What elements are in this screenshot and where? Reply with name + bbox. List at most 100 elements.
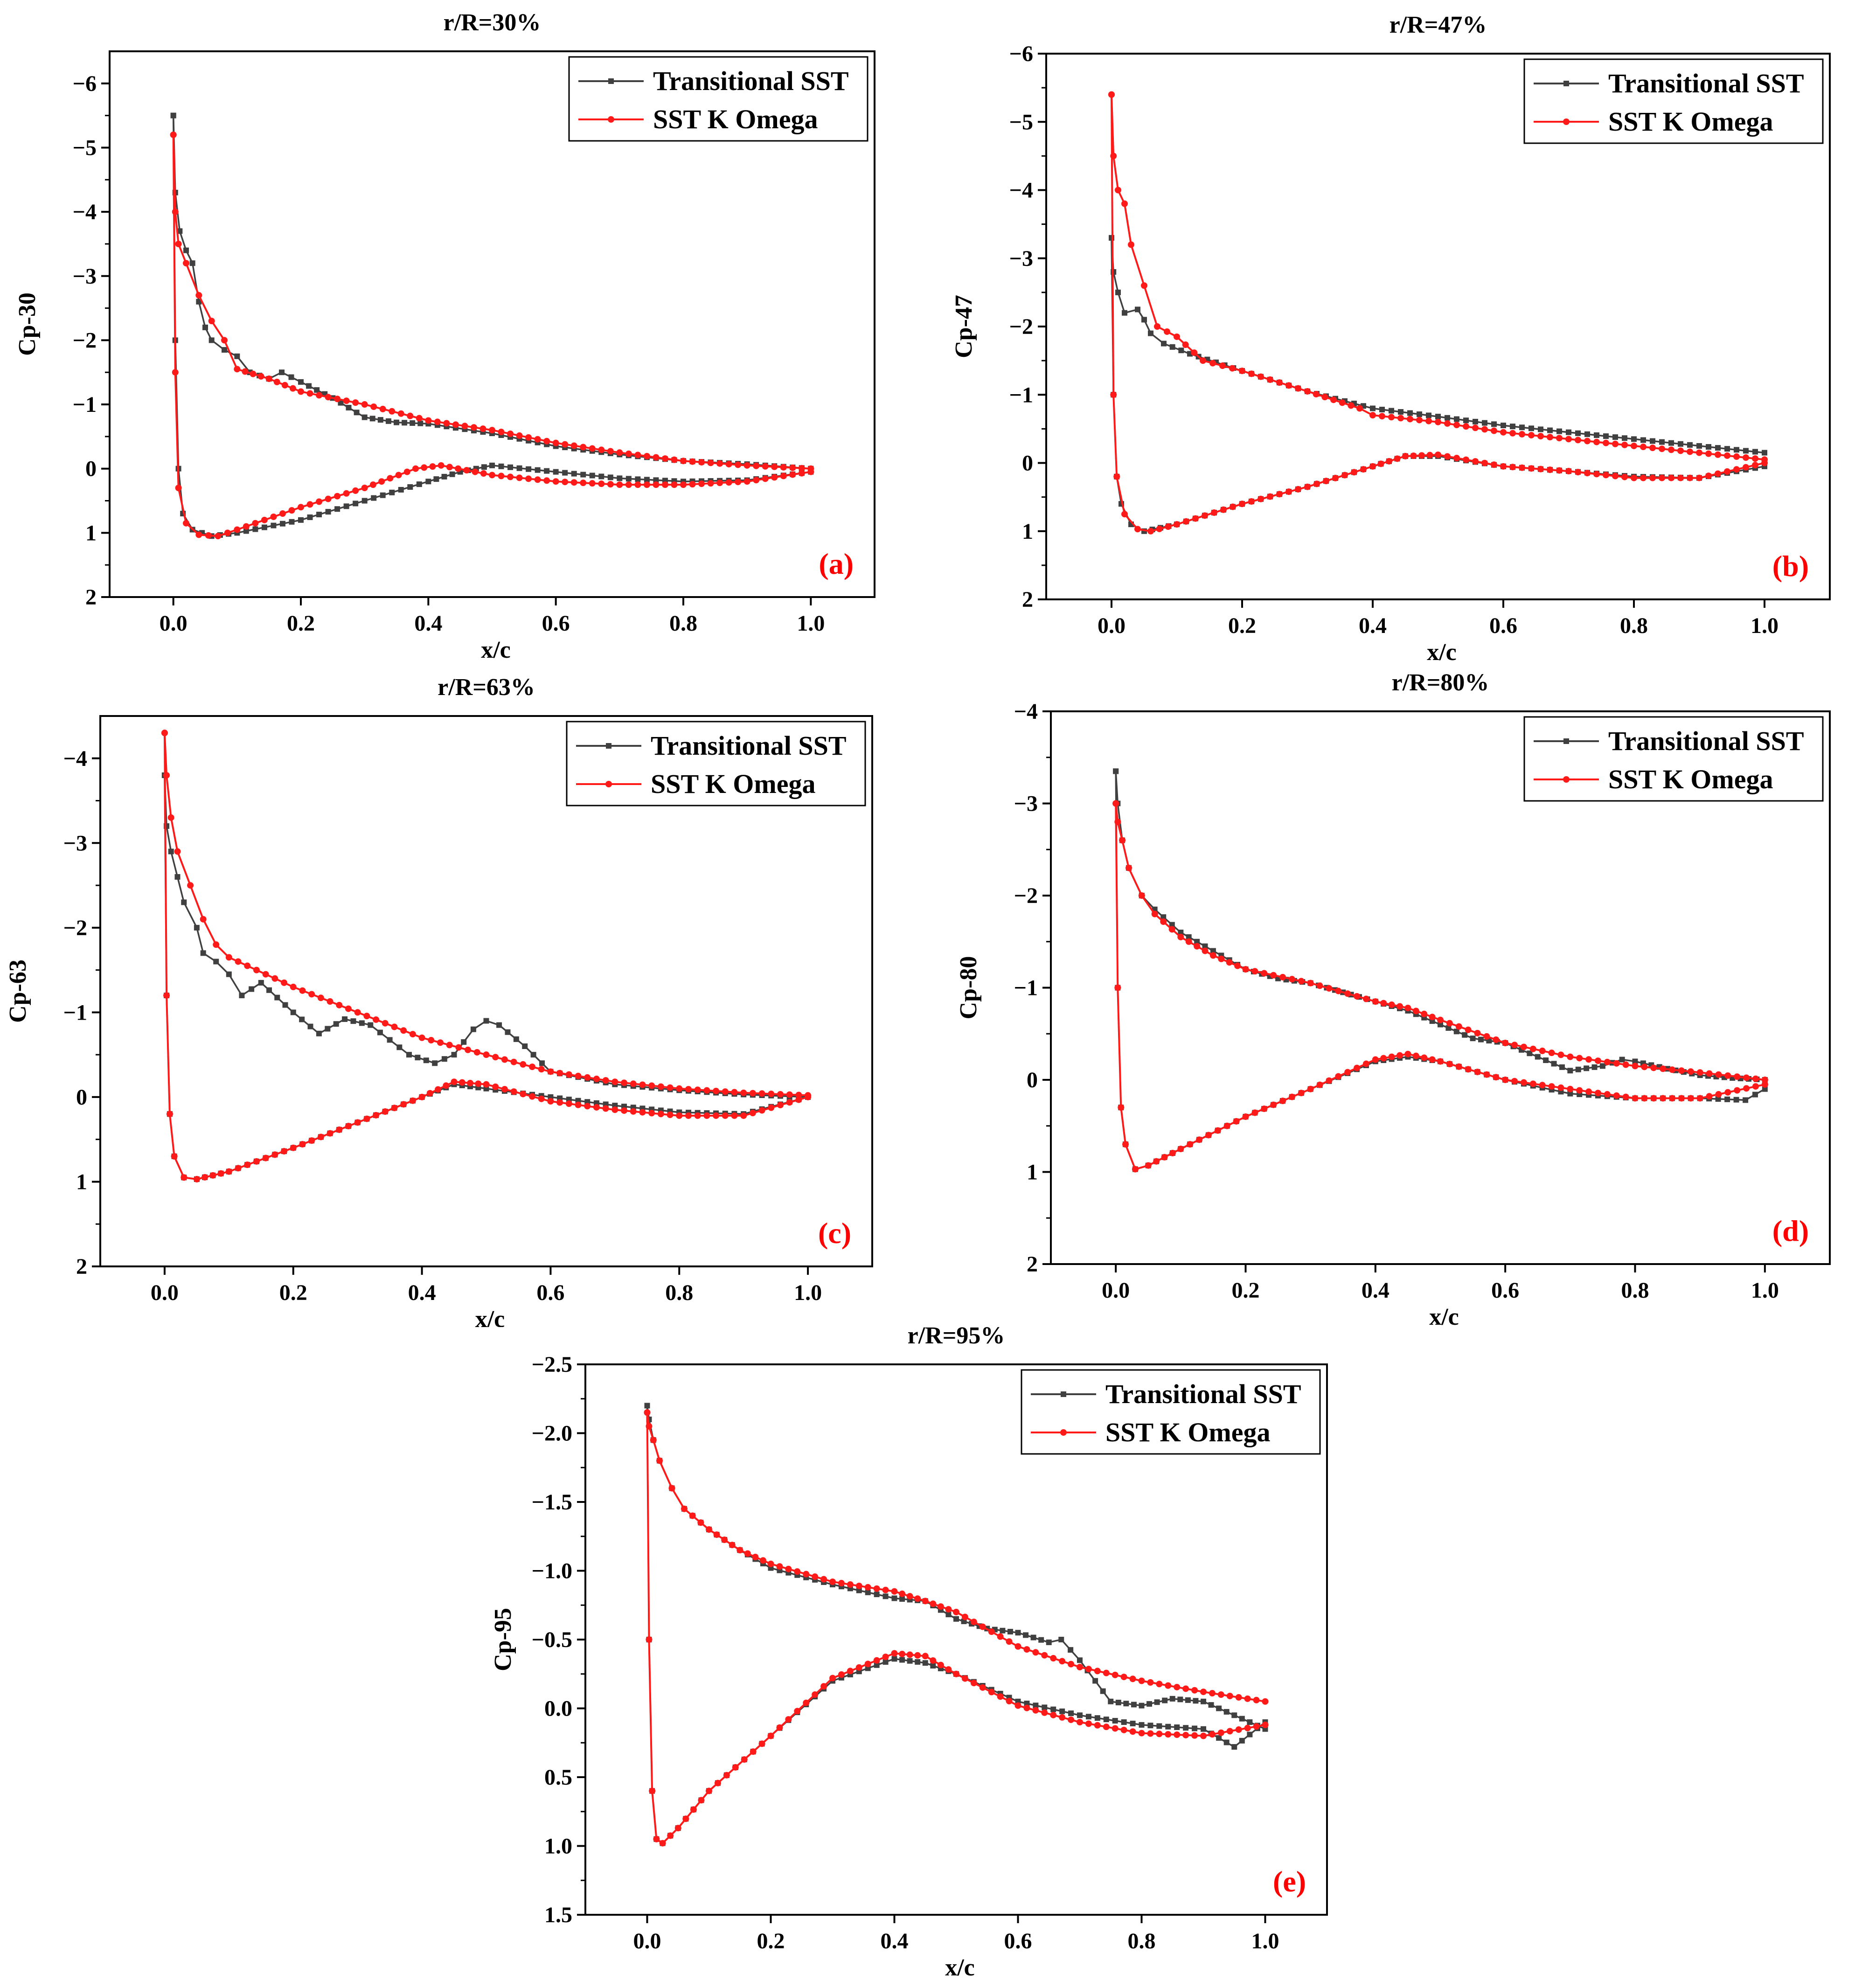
data-point bbox=[1210, 948, 1216, 954]
data-point bbox=[1165, 1724, 1171, 1730]
data-point bbox=[1481, 459, 1488, 466]
data-point bbox=[181, 899, 187, 905]
data-point bbox=[407, 484, 413, 490]
data-point bbox=[417, 420, 424, 426]
data-point bbox=[584, 1074, 591, 1081]
data-point bbox=[1068, 1661, 1075, 1668]
data-point bbox=[299, 987, 306, 994]
data-point bbox=[1706, 1093, 1713, 1100]
data-point bbox=[325, 509, 331, 515]
data-point bbox=[333, 1021, 339, 1027]
data-point bbox=[501, 1056, 508, 1063]
data-point bbox=[371, 495, 377, 501]
data-point bbox=[1483, 1033, 1490, 1040]
data-point bbox=[714, 1779, 721, 1786]
data-point bbox=[1209, 952, 1216, 959]
data-point bbox=[653, 481, 660, 488]
x-tick-label: 0.6 bbox=[536, 1280, 564, 1305]
data-point bbox=[400, 1101, 407, 1108]
data-point bbox=[441, 1056, 447, 1062]
data-point bbox=[945, 1606, 952, 1613]
data-point bbox=[543, 438, 550, 445]
data-point bbox=[1231, 1712, 1237, 1718]
data-point bbox=[689, 1512, 696, 1519]
data-point bbox=[1156, 1723, 1162, 1729]
data-point bbox=[1752, 455, 1758, 462]
data-point bbox=[1519, 464, 1525, 471]
data-point bbox=[1463, 423, 1469, 430]
data-point bbox=[698, 459, 705, 466]
data-point bbox=[343, 397, 350, 404]
data-point bbox=[1226, 959, 1233, 966]
data-point bbox=[1752, 449, 1758, 455]
data-point bbox=[1520, 1043, 1527, 1050]
data-point bbox=[1435, 451, 1441, 458]
y-tick-label: 2 bbox=[1022, 587, 1033, 612]
data-point bbox=[459, 1079, 465, 1086]
y-tick-label: −5 bbox=[73, 135, 97, 160]
data-point bbox=[1537, 466, 1544, 473]
data-point bbox=[1295, 385, 1301, 392]
data-point bbox=[681, 1505, 688, 1512]
data-point bbox=[1178, 348, 1184, 354]
data-point bbox=[689, 458, 696, 465]
data-point bbox=[299, 1016, 305, 1022]
data-point bbox=[279, 510, 286, 517]
data-point bbox=[1138, 1730, 1145, 1737]
data-point bbox=[1396, 1052, 1403, 1059]
data-point bbox=[906, 1593, 913, 1600]
x-tick-label: 0.8 bbox=[1621, 1278, 1649, 1303]
data-point bbox=[736, 1547, 743, 1554]
data-point bbox=[361, 401, 368, 408]
x-axis-label: x/c bbox=[481, 637, 511, 663]
y-axis-label: Cp-30 bbox=[14, 292, 41, 356]
data-point bbox=[253, 1158, 260, 1165]
data-point bbox=[1138, 892, 1145, 899]
data-point bbox=[1613, 1092, 1620, 1099]
data-point bbox=[1396, 1003, 1403, 1010]
data-point bbox=[1528, 431, 1535, 438]
data-point bbox=[602, 1077, 609, 1084]
data-point bbox=[379, 405, 386, 412]
series-sst-k-omega bbox=[161, 730, 812, 1183]
data-point bbox=[1270, 972, 1277, 979]
data-point bbox=[196, 299, 202, 305]
data-point bbox=[1715, 1071, 1722, 1078]
data-point bbox=[1307, 1085, 1314, 1092]
data-point bbox=[516, 465, 522, 471]
data-point bbox=[795, 1096, 802, 1103]
data-point bbox=[421, 464, 428, 471]
chart-title: r/R=80% bbox=[1392, 669, 1489, 696]
data-point bbox=[1437, 1016, 1444, 1023]
data-point bbox=[1481, 426, 1488, 433]
data-point bbox=[455, 1044, 462, 1051]
data-point bbox=[1059, 1708, 1065, 1714]
data-point bbox=[1576, 1055, 1583, 1062]
series-sst-k-omega bbox=[1108, 91, 1768, 535]
data-point bbox=[1594, 1090, 1601, 1097]
data-point bbox=[1398, 409, 1403, 415]
data-point bbox=[725, 479, 732, 486]
data-point bbox=[1174, 521, 1180, 528]
x-axis-label: x/c bbox=[1427, 639, 1457, 666]
data-point bbox=[744, 1550, 751, 1557]
data-point bbox=[380, 492, 386, 498]
data-point bbox=[177, 228, 183, 234]
data-point bbox=[1412, 1008, 1419, 1015]
series-line-suction bbox=[646, 1412, 1265, 1703]
data-point bbox=[794, 1568, 801, 1575]
data-point bbox=[1115, 289, 1121, 295]
data-point bbox=[479, 425, 486, 432]
data-point bbox=[1404, 1050, 1411, 1057]
y-tick-label: 1.5 bbox=[544, 1903, 572, 1927]
data-point bbox=[1335, 987, 1342, 994]
data-point bbox=[530, 1052, 536, 1058]
data-point bbox=[607, 474, 613, 480]
data-point bbox=[829, 1578, 836, 1585]
data-point bbox=[1585, 1088, 1592, 1095]
data-point bbox=[1251, 968, 1258, 975]
data-point bbox=[1612, 440, 1619, 447]
data-point bbox=[496, 1022, 502, 1028]
data-point bbox=[1235, 1694, 1242, 1701]
data-point bbox=[359, 1020, 365, 1026]
